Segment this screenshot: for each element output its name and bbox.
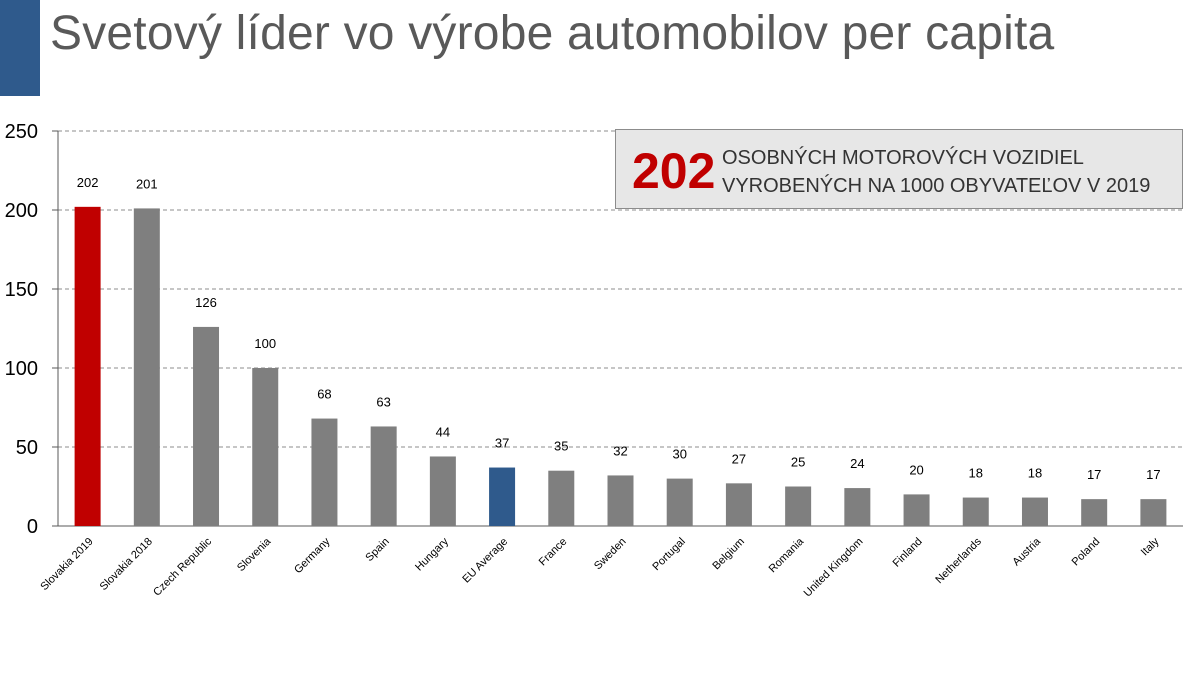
highlight-callout-box: 202 OSOBNÝCH MOTOROVÝCH VOZIDIEL VYROBEN… [615, 129, 1183, 209]
category-label: Czech Republic [151, 535, 214, 598]
bar [785, 486, 812, 526]
bar [370, 426, 397, 526]
data-label: 25 [791, 455, 805, 470]
bar [489, 467, 516, 526]
category-label: Sweden [592, 536, 629, 573]
data-label: 17 [1146, 467, 1160, 482]
bar [1081, 499, 1108, 526]
category-label: Romania [767, 535, 807, 575]
bar [133, 208, 160, 527]
slide-title: Svetový líder vo výrobe automobilov per … [50, 7, 1055, 60]
category-label: Netherlands [933, 535, 984, 586]
callout-text-line-2: VYROBENÝCH NA 1000 OBYVATEĽOV V 2019 [722, 175, 1151, 197]
data-label: 35 [554, 439, 568, 454]
title-accent-bar [0, 0, 40, 96]
bar [548, 470, 575, 526]
data-label: 17 [1087, 467, 1101, 482]
data-label: 202 [77, 175, 99, 190]
bar [725, 483, 752, 526]
category-label: EU Average [460, 536, 510, 586]
bar [607, 475, 634, 526]
bar [429, 456, 456, 526]
bar [193, 326, 220, 526]
callout-number: 202 [632, 143, 716, 199]
category-label: Poland [1070, 536, 1103, 569]
data-label: 18 [969, 466, 983, 481]
category-label: Hungary [413, 535, 451, 573]
data-label: 20 [909, 462, 923, 477]
data-label: 24 [850, 456, 864, 471]
y-tick-label: 50 [16, 437, 38, 459]
data-label: 201 [136, 176, 158, 191]
y-tick-label: 150 [5, 279, 38, 301]
category-label: Germany [292, 535, 333, 576]
data-label: 18 [1028, 466, 1042, 481]
category-label: Finland [891, 536, 925, 570]
category-label: United Kingdom [802, 536, 866, 600]
category-label: Slovenia [235, 535, 274, 574]
category-label: Slovakia 2019 [38, 536, 95, 593]
bar [844, 488, 871, 526]
data-label: 37 [495, 436, 509, 451]
data-label: 27 [732, 451, 746, 466]
data-label: 126 [195, 295, 217, 310]
category-label: Slovakia 2018 [98, 536, 155, 593]
bar [252, 368, 279, 526]
bar [74, 206, 101, 526]
data-label: 32 [613, 443, 627, 458]
y-tick-label: 100 [5, 358, 38, 380]
bar [666, 478, 693, 526]
category-label: Belgium [710, 536, 747, 573]
y-tick-label: 250 [5, 121, 38, 143]
bar [1021, 497, 1048, 526]
y-tick-label: 200 [5, 200, 38, 222]
y-tick-label: 0 [27, 516, 38, 538]
bar [903, 494, 930, 526]
category-label: Austria [1010, 535, 1043, 568]
data-label: 100 [254, 336, 276, 351]
category-label: France [537, 536, 570, 569]
bar [311, 418, 338, 526]
data-label: 44 [436, 424, 450, 439]
data-label: 68 [317, 387, 331, 402]
category-label: Spain [363, 536, 391, 564]
callout-text-line-1: OSOBNÝCH MOTOROVÝCH VOZIDIEL [722, 147, 1084, 169]
data-label: 30 [672, 447, 686, 462]
category-label: Italy [1139, 535, 1162, 558]
bar [1140, 499, 1167, 526]
data-label: 63 [376, 394, 390, 409]
category-label: Portugal [650, 536, 687, 573]
bar [962, 497, 989, 526]
